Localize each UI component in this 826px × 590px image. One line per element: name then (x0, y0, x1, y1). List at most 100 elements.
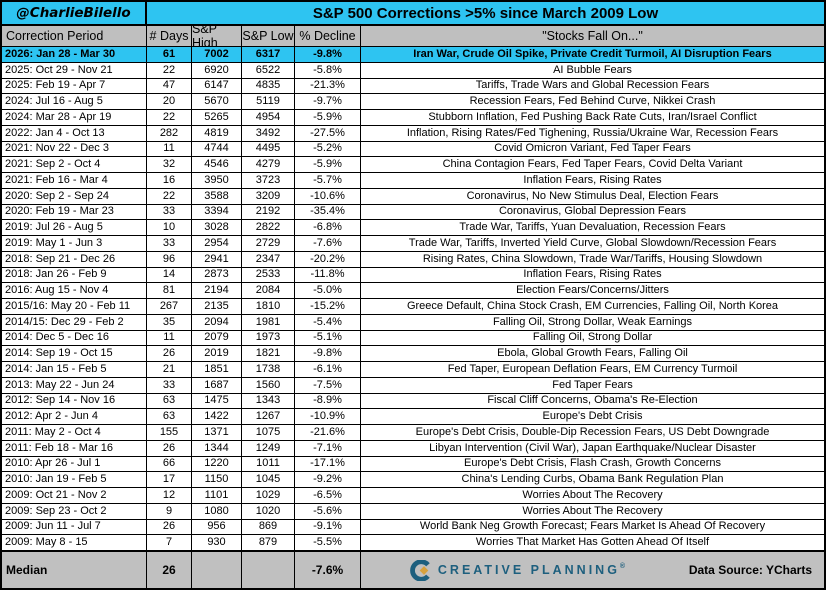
cell-period: 2022: Jan 4 - Oct 13 (2, 125, 147, 141)
cell-low: 6522 (242, 62, 295, 78)
cell-low: 5119 (242, 94, 295, 109)
median-label: Median (2, 552, 147, 588)
cell-days: 63 (147, 393, 192, 409)
cell-low: 1343 (242, 393, 295, 409)
cell-low: 1011 (242, 456, 295, 472)
cell-high: 4546 (192, 157, 242, 172)
cell-decline: -5.4% (295, 314, 361, 330)
cell-high: 4744 (192, 141, 242, 157)
cell-period: 2015/16: May 20 - Feb 11 (2, 299, 147, 314)
cell-reason: China's Lending Curbs, Obama Bank Regula… (461, 473, 724, 486)
cell-reason: World Bank Neg Growth Forecast; Fears Ma… (419, 520, 766, 533)
cell-days: 22 (147, 62, 192, 78)
cell-low: 6317 (242, 47, 295, 62)
cell-days: 10 (147, 220, 192, 235)
table-row: 2014: Jan 15 - Feb 5 21 1851 1738 -6.1% … (2, 362, 824, 378)
cell-days: 32 (147, 157, 192, 172)
cell-period: 2021: Nov 22 - Dec 3 (2, 141, 147, 157)
cell-high: 7002 (192, 47, 242, 62)
cell-reason: Trade War, Tariffs, Yuan Devaluation, Re… (459, 221, 726, 234)
cell-high: 1220 (192, 456, 242, 472)
cell-period: 2016: Aug 15 - Nov 4 (2, 283, 147, 298)
cell-high: 1475 (192, 393, 242, 409)
cell-reason: Iran War, Crude Oil Spike, Private Credi… (413, 47, 772, 60)
creative-planning-wordmark: CREATIVE PLANNING® (437, 563, 626, 577)
cell-low: 1249 (242, 440, 295, 456)
col-header-low: S&P Low (242, 26, 295, 46)
data-source-label: Data Source: YCharts (688, 563, 812, 577)
cell-low: 2729 (242, 236, 295, 251)
table-row: 2026: Jan 28 - Mar 30 61 7002 6317 -9.8%… (2, 47, 824, 63)
col-header-period: Correction Period (2, 26, 147, 46)
median-decline: -7.6% (295, 552, 361, 588)
table-row: 2018: Jan 26 - Feb 9 14 2873 2533 -11.8%… (2, 267, 824, 284)
cell-low: 1045 (242, 472, 295, 487)
table-row: 2019: May 1 - Jun 3 33 2954 2729 -7.6% T… (2, 236, 824, 252)
table-row: 2021: Feb 16 - Mar 4 16 3950 3723 -5.7% … (2, 173, 824, 189)
table-row: 2009: Oct 21 - Nov 2 12 1101 1029 -6.5% … (2, 488, 824, 504)
table-row: 2018: Sep 21 - Dec 26 96 2941 2347 -20.2… (2, 251, 824, 268)
table-row: 2025: Feb 19 - Apr 7 47 6147 4835 -21.3%… (2, 78, 824, 95)
table-row: 2020: Feb 19 - Mar 23 33 3394 2192 -35.4… (2, 204, 824, 221)
cell-days: 35 (147, 314, 192, 330)
cell-period: 2012: Sep 14 - Nov 16 (2, 393, 147, 409)
cell-reason: Inflation Fears, Rising Rates (523, 268, 662, 281)
cell-high: 3588 (192, 188, 242, 204)
cell-days: 26 (147, 440, 192, 456)
cell-days: 14 (147, 267, 192, 283)
cell-days: 81 (147, 283, 192, 298)
cell-low: 1020 (242, 503, 295, 519)
median-low (242, 552, 295, 588)
cell-period: 2014/15: Dec 29 - Feb 2 (2, 314, 147, 330)
cell-reason: Falling Oil, Strong Dollar (532, 331, 653, 344)
cell-decline: -9.1% (295, 519, 361, 535)
creative-planning-c-icon (410, 559, 430, 581)
cell-low: 1560 (242, 377, 295, 393)
cell-reason: Fed Taper, European Deflation Fears, EM … (447, 362, 738, 375)
cell-low: 869 (242, 519, 295, 535)
cell-decline: -9.8% (295, 47, 361, 62)
cell-low: 4835 (242, 78, 295, 94)
cell-decline: -5.0% (295, 283, 361, 298)
cell-period: 2024: Mar 28 - Apr 19 (2, 110, 147, 125)
cell-low: 1075 (242, 425, 295, 440)
cell-low: 2084 (242, 283, 295, 298)
cell-high: 1344 (192, 440, 242, 456)
cell-decline: -5.5% (295, 535, 361, 550)
cell-high: 930 (192, 535, 242, 550)
cell-low: 2347 (242, 251, 295, 267)
cell-days: 20 (147, 94, 192, 109)
cell-high: 1371 (192, 425, 242, 440)
cell-days: 267 (147, 299, 192, 314)
table-row: 2020: Sep 2 - Sep 24 22 3588 3209 -10.6%… (2, 188, 824, 205)
cell-period: 2011: May 2 - Oct 4 (2, 425, 147, 440)
cell-reason: Fiscal Cliff Concerns, Obama's Re-Electi… (487, 394, 698, 407)
col-header-reason: "Stocks Fall On..." (542, 29, 643, 43)
cell-decline: -35.4% (295, 204, 361, 220)
col-header-decline: % Decline (295, 26, 361, 46)
table-body: 2026: Jan 28 - Mar 30 61 7002 6317 -9.8%… (2, 47, 824, 550)
cell-decline: -7.1% (295, 440, 361, 456)
cell-period: 2010: Jan 19 - Feb 5 (2, 472, 147, 487)
cell-low: 1981 (242, 314, 295, 330)
cell-decline: -6.8% (295, 220, 361, 235)
cell-days: 26 (147, 346, 192, 361)
cell-high: 1150 (192, 472, 242, 487)
cell-low: 3492 (242, 125, 295, 141)
column-header-row: Correction Period # Days S&P High S&P Lo… (2, 22, 824, 50)
title-bar: @CharlieBilello S&P 500 Corrections >5% … (2, 2, 824, 26)
cell-period: 2026: Jan 28 - Mar 30 (2, 47, 147, 62)
cell-low: 2533 (242, 267, 295, 283)
cell-reason: Rising Rates, China Slowdown, Trade War/… (422, 252, 763, 265)
table-row: 2021: Sep 2 - Oct 4 32 4546 4279 -5.9% C… (2, 157, 824, 173)
cell-low: 4279 (242, 157, 295, 172)
cell-period: 2021: Sep 2 - Oct 4 (2, 157, 147, 172)
cell-high: 1101 (192, 488, 242, 503)
cell-low: 4954 (242, 110, 295, 125)
cell-days: 9 (147, 503, 192, 519)
cell-days: 11 (147, 330, 192, 346)
cell-high: 5670 (192, 94, 242, 109)
cell-low: 1821 (242, 346, 295, 361)
cell-reason: Trade War, Tariffs, Inverted Yield Curve… (408, 236, 777, 249)
